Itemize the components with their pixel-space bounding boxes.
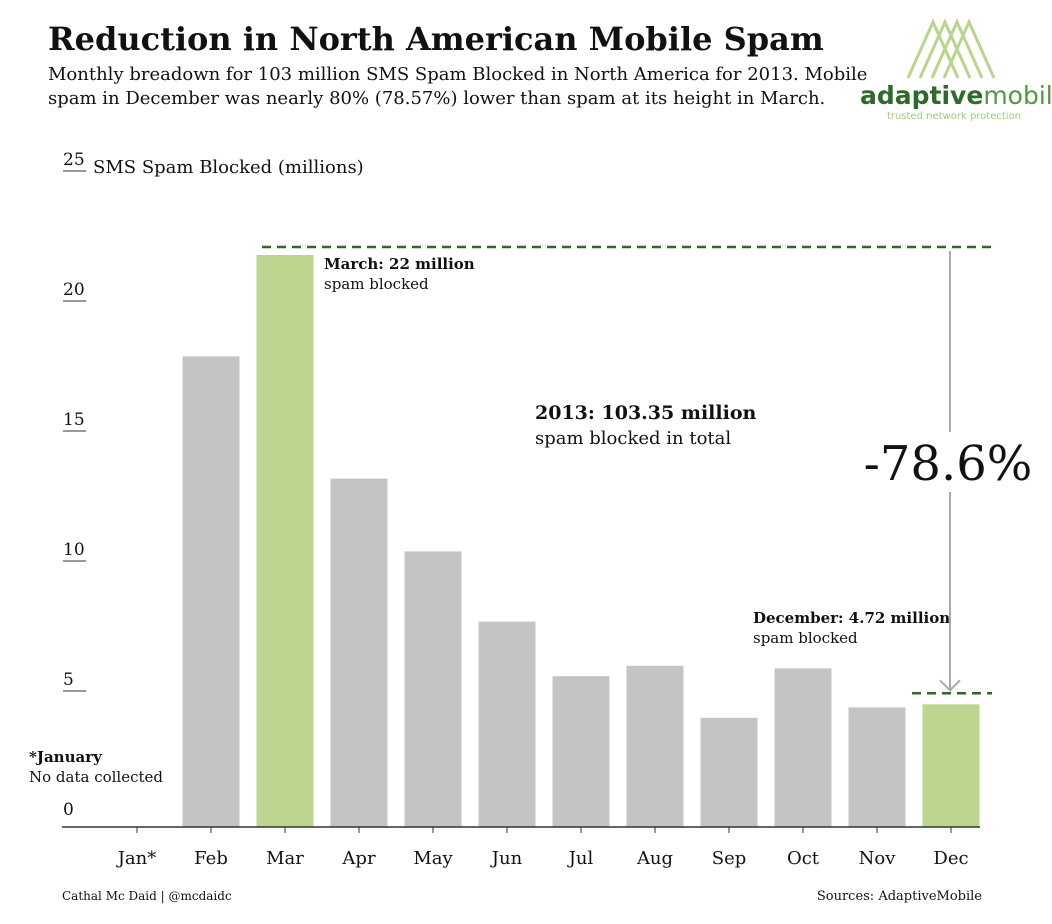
bar [848,707,906,827]
annotation: March: 22 million [324,255,475,273]
y-axis-label: SMS Spam Blocked (millions) [93,157,364,178]
logo-part: mobile [983,81,1052,110]
x-tick-label: Jan* [116,848,157,869]
y-tick-label: 10 [63,540,85,560]
source: Sources: AdaptiveMobile [817,889,982,904]
x-tick-label: Apr [341,848,376,869]
annotation: No data collected [29,768,163,786]
x-tick-label: May [413,848,453,869]
x-tick-label: Sep [712,848,747,869]
annotation: *January [29,748,103,766]
x-tick-label: Aug [636,848,673,869]
bar [256,255,314,827]
x-tick-label: Nov [859,848,897,869]
logo-tagline: trusted network protection [887,111,1021,122]
logo-mark [906,18,996,79]
x-tick-label: Jun [490,848,523,869]
bar [922,704,980,827]
x-tick-label: Oct [787,848,820,869]
bar [478,621,536,827]
y-tick-label: 15 [63,410,85,430]
bar [700,717,758,827]
annotation: spam blocked [753,629,858,647]
annotation: spam blocked in total [535,428,731,449]
y-tick-label: 20 [63,280,85,300]
chart-title: Reduction in North American Mobile Spam [48,20,824,58]
bar [552,676,610,827]
annotation: 2013: 103.35 million [535,402,756,424]
arrow-head [939,679,961,692]
x-tick-label: Jul [567,848,594,869]
annotation: December: 4.72 million [753,609,950,627]
bar [774,668,832,827]
subtitle: Monthly breadown for 103 million SMS Spa… [48,64,867,85]
credit: Cathal Mc Daid | @mcdaidc [62,889,232,903]
y-tick-label: 25 [63,150,85,170]
bar [330,478,388,827]
bar [626,665,684,827]
subtitle: spam in December was nearly 80% (78.57%)… [48,88,825,109]
y-tick-label: 5 [63,670,74,690]
bar [182,356,240,827]
x-tick-label: Dec [933,848,968,869]
logo-text: adaptivemobile [860,81,1052,110]
logo-part: adaptive [860,81,983,110]
y-tick-label: 0 [63,800,74,820]
logo [906,18,996,79]
annotation: spam blocked [324,275,429,293]
bar [404,551,462,827]
x-tick-label: Mar [266,848,304,869]
x-tick-label: Feb [194,848,228,869]
annotation: -78.6% [864,436,1033,492]
